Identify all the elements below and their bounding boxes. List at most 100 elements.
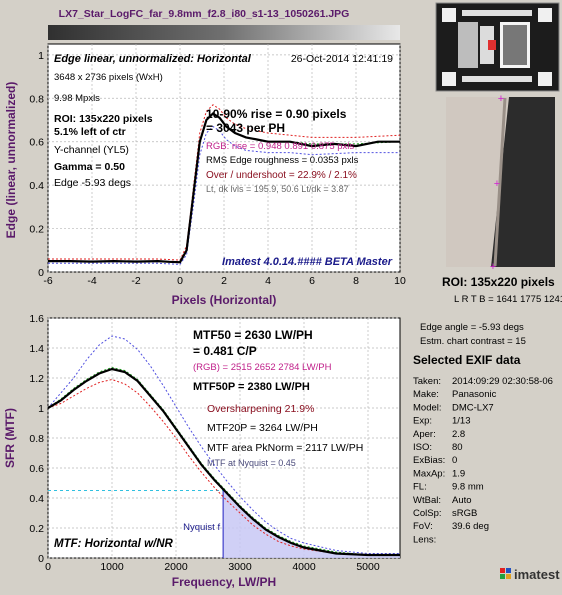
y-tick-label: 0.8 <box>29 93 44 105</box>
mtf-info-stat: MTF20P = 3264 LW/PH <box>207 422 318 434</box>
y-tick-label: 0.6 <box>29 463 44 475</box>
edge-info-line: Y-channel (YL5) <box>54 144 129 156</box>
edge-info-stat: = 3043 per PH <box>206 121 285 135</box>
y-tick-label: 0.6 <box>29 137 44 149</box>
x-tick-label: 8 <box>353 275 359 287</box>
x-tick-label: 4 <box>265 275 271 287</box>
series-line-y <box>48 112 400 264</box>
exif-value: 1.9 <box>452 468 465 479</box>
edge-plot-series <box>48 104 401 265</box>
edge-plot: -6 -4 -2 0 2 4 6 8 10 0 0.2 0.4 0.6 0.8 1 Edge linear,… <box>4 43 406 307</box>
mtf-plot-series <box>47 335 400 557</box>
edge-info-stat: 10-90% rise = 0.90 pixels <box>206 107 347 121</box>
exif-key: MaxAp: <box>413 468 445 479</box>
exif-value: 1/13 <box>452 416 471 427</box>
roi-marker-mid: + <box>494 178 500 190</box>
imatest-watermark: Imatest 4.0.14.#### BETA Master <box>222 256 393 268</box>
exif-key: FoV: <box>413 521 433 532</box>
exif-key: ExBias: <box>413 455 445 466</box>
file-title: LX7_Star_LogFC_far_9.8mm_f2.8_i80_s1-13_… <box>59 8 350 20</box>
mtf-plot-ylabel: SFR (MTF) <box>3 408 17 468</box>
logo-mark <box>500 568 511 579</box>
series-line-r <box>48 104 401 261</box>
exif-key: ColSp: <box>413 508 442 519</box>
exif-value: 2.8 <box>452 429 465 440</box>
edge-plot-xlabel: Pixels (Horizontal) <box>172 293 277 307</box>
x-tick-label: 3000 <box>228 561 252 573</box>
edge-info-line: 5.1% left of ctr <box>54 126 126 138</box>
exif-key: Lens: <box>413 534 436 545</box>
exif-value: Panasonic <box>452 389 497 400</box>
mtf-plot-ticks: 0 1000 2000 3000 4000 5000 0 0.2 0.4 0.6 0.8 1 1.2 1.… <box>29 313 379 573</box>
series-line-y <box>47 367 400 557</box>
edge-info-stat: Lt, dk lvls = 195.9, 50.6 Lt/dk = 3.87 <box>206 184 349 194</box>
series-line-g <box>47 366 400 556</box>
x-tick-label: 5000 <box>356 561 380 573</box>
y-tick-label: 0 <box>38 267 44 279</box>
exif-key: ISO: <box>413 442 432 453</box>
y-tick-label: 1 <box>38 403 44 415</box>
y-tick-label: 0.2 <box>29 523 44 535</box>
roi-marker-bottom: + <box>490 261 496 273</box>
exif-key: Taken: <box>413 376 441 387</box>
mtf-info-stat: Oversharpening 21.9% <box>207 403 314 415</box>
nyquist-shaded-area <box>223 489 400 558</box>
mtf-info-stat: MTF50 = 2630 LW/PH <box>193 328 313 342</box>
chart-thumbnail <box>435 2 560 92</box>
mtf-info-stat: = 0.481 C/P <box>193 344 257 358</box>
chart-contrast: Estm. chart contrast = 15 <box>420 336 526 347</box>
x-tick-label: -4 <box>87 275 96 287</box>
exif-key: Model: <box>413 402 442 413</box>
mtf-beyond-nyquist-fill <box>48 489 400 558</box>
logo-text: imatest <box>514 567 560 582</box>
exif-value: 0 <box>452 455 457 466</box>
x-tick-label: 2 <box>221 275 227 287</box>
edge-angle: Edge angle = -5.93 degs <box>420 322 524 333</box>
roi-coords: L R T B = 1641 1775 1241 <box>454 294 562 305</box>
x-tick-label: -6 <box>43 275 52 287</box>
mtf-info: MTF50 = 2630 LW/PH = 0.481 C/P (RGB) = 251… <box>193 328 363 468</box>
mtf-info-stat: MTF at Nyquist = 0.45 <box>207 458 296 468</box>
edge-info-left: 3648 x 2736 pixels (WxH) 9.98 Mpxls ROI: 1… <box>54 72 163 189</box>
y-tick-label: 1.6 <box>29 313 44 325</box>
exif-value: Auto <box>452 495 472 506</box>
x-tick-label: -2 <box>131 275 140 287</box>
mtf-info-stat: (RGB) = 2515 2652 2784 LW/PH <box>193 362 332 373</box>
roi-image: + + + <box>446 93 555 273</box>
exif-header: Selected EXIF data <box>413 353 521 367</box>
series-line-b <box>48 125 400 265</box>
mtf-plot-title: MTF: Horizontal w/NR <box>54 538 174 550</box>
exif-table: Taken: 2014:09:29 02:30:58-06 Make: Panason… <box>413 376 553 545</box>
exif-key: FL: <box>413 482 427 493</box>
series-line-r <box>47 378 400 556</box>
exif-value: 39.6 deg <box>452 521 489 532</box>
x-tick-label: 0 <box>45 561 51 573</box>
roi-marker-top: + <box>498 93 504 105</box>
edge-info-line: Edge -5.93 degs <box>54 177 131 189</box>
exif-key: Exp: <box>413 416 432 427</box>
exif-value: sRGB <box>452 508 477 519</box>
edge-info-line: 9.98 Mpxls <box>54 93 100 104</box>
edge-info-right: 10-90% rise = 0.90 pixels= 3043 per PH RG… <box>206 107 359 194</box>
imatest-logo: imatest <box>500 567 560 582</box>
y-tick-label: 1 <box>38 50 44 62</box>
x-tick-label: 4000 <box>292 561 316 573</box>
exif-value: DMC-LX7 <box>452 402 494 413</box>
x-tick-label: 1000 <box>100 561 124 573</box>
edge-info-stat: Over / undershoot = 22.9% / 2.1% <box>206 170 357 181</box>
y-tick-label: 1.4 <box>29 343 44 355</box>
edge-info-line: Gamma = 0.50 <box>54 161 125 173</box>
y-tick-label: 0.8 <box>29 433 44 445</box>
x-tick-label: 0 <box>177 275 183 287</box>
y-tick-label: 0.2 <box>29 224 44 236</box>
edge-plot-title: Edge linear, unnormalized: Horizontal <box>54 53 252 65</box>
exif-key: Make: <box>413 389 439 400</box>
edge-plot-ylabel: Edge (linear, unnormalized) <box>4 82 18 239</box>
exif-value: 80 <box>452 442 463 453</box>
mtf-info-stat: MTF area PkNorm = 2117 LW/PH <box>207 442 363 454</box>
edge-info-line: ROI: 135x220 pixels <box>54 113 153 125</box>
y-tick-label: 0.4 <box>29 493 44 505</box>
exif-value: 9.8 mm <box>452 482 484 493</box>
mtf-plot-xlabel: Frequency, LW/PH <box>172 575 276 589</box>
